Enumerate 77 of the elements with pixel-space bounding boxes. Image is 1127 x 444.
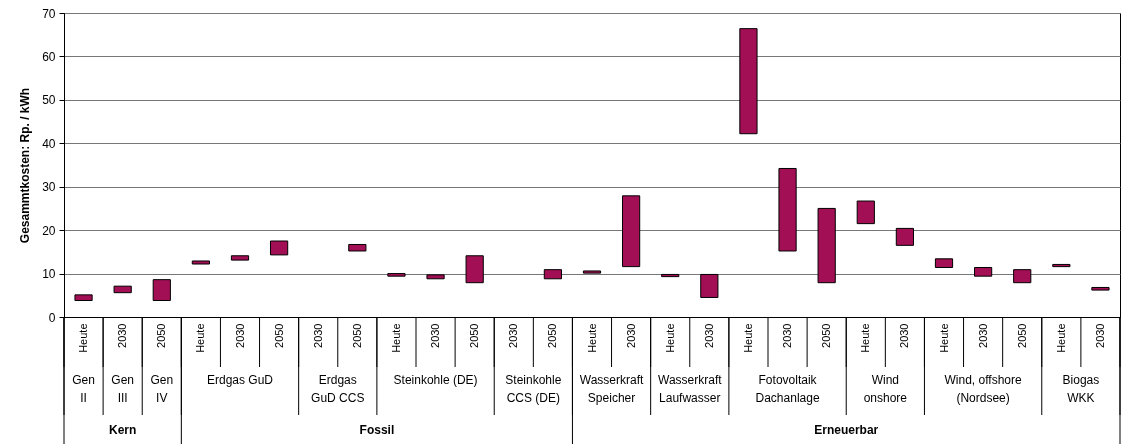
text: Fossil	[359, 423, 395, 437]
text: Kern	[108, 423, 137, 437]
bar	[895, 227, 914, 246]
bar	[191, 260, 210, 265]
bar	[661, 273, 680, 278]
bar	[543, 269, 562, 280]
text: Gen II	[72, 373, 95, 405]
x-tick-label: 2050	[155, 323, 168, 348]
x-tick-label: 2050	[1015, 323, 1028, 348]
bar	[348, 243, 367, 252]
bar	[934, 258, 954, 268]
text: Fotovoltaik Dachanlage	[755, 373, 820, 405]
text: Gen IV	[150, 373, 174, 405]
text: Erdgas GuD CCS	[311, 373, 365, 405]
bar	[1091, 286, 1110, 291]
x-tick-label: Heute	[389, 323, 402, 353]
x-tick-label: Heute	[77, 323, 90, 353]
x-tick-label: 2030	[116, 323, 129, 348]
text: Wind onshore	[863, 373, 908, 405]
x-tick-label: 2030	[233, 323, 246, 348]
x-tick-label: Heute	[859, 323, 872, 353]
x-tick-label: 2030	[507, 323, 520, 348]
bar	[778, 167, 797, 252]
bar	[1052, 263, 1071, 268]
x-tick-label: 2050	[350, 323, 363, 348]
x-tick-label: Heute	[585, 323, 598, 353]
x-tick-label: 2030	[976, 323, 989, 348]
text: Wind, offshore (Nordsee)	[944, 373, 1023, 405]
bar	[856, 200, 875, 225]
x-tick-label: 2030	[311, 323, 324, 348]
x-tick-label: Heute	[1054, 323, 1067, 353]
bar	[113, 285, 132, 294]
x-tick-label: 2050	[272, 323, 285, 348]
y-tick-label: 50	[42, 93, 56, 108]
x-tick-label: Heute	[937, 323, 950, 353]
text: Wasserkraft Laufwasser	[658, 373, 723, 405]
y-tick-label: 10	[42, 267, 56, 282]
bar	[1013, 269, 1032, 284]
y-tick-label: 40	[42, 136, 56, 151]
bar	[74, 294, 93, 301]
bar	[817, 207, 836, 284]
x-tick-label: 2030	[702, 323, 715, 348]
x-tick-label: Heute	[741, 323, 754, 353]
text: Erdgas GuD	[206, 373, 274, 387]
bar	[270, 240, 289, 256]
x-tick-label: 2030	[781, 323, 794, 348]
y-tick-label: 60	[42, 49, 56, 64]
y-tick-label: 30	[42, 180, 56, 195]
bar	[230, 255, 250, 261]
x-tick-label: Heute	[663, 323, 676, 353]
text: Steinkohle (DE)	[393, 373, 478, 387]
x-tick-label: 2050	[546, 323, 559, 348]
text: Gen III	[111, 373, 135, 405]
text: Erneuerbar	[814, 423, 879, 437]
bar	[152, 279, 171, 301]
bar	[426, 274, 445, 280]
x-tick-label: 2050	[820, 323, 833, 348]
bar	[465, 255, 484, 284]
text: Biogas WKK	[1062, 373, 1100, 405]
text: Wasserkraft Speicher	[579, 373, 644, 405]
x-tick-label: 2030	[1093, 323, 1106, 348]
bar	[622, 195, 641, 268]
y-tick-label: 20	[42, 223, 56, 238]
y-tick-label: 0	[48, 310, 56, 325]
bar	[974, 266, 993, 277]
bar	[739, 28, 758, 135]
text: Steinkohle CCS (DE)	[505, 373, 562, 405]
x-tick-label: Heute	[194, 323, 207, 353]
bar	[387, 273, 406, 277]
bar	[700, 273, 719, 298]
x-tick-label: 2030	[898, 323, 911, 348]
bar	[582, 270, 602, 274]
y-axis-title: Gesammtkosten: Rp. / kWh	[18, 87, 33, 244]
x-tick-label: 2030	[429, 323, 442, 348]
y-tick-label: 70	[42, 6, 56, 21]
x-tick-label: 2050	[468, 323, 481, 348]
x-tick-label: 2030	[624, 323, 637, 348]
